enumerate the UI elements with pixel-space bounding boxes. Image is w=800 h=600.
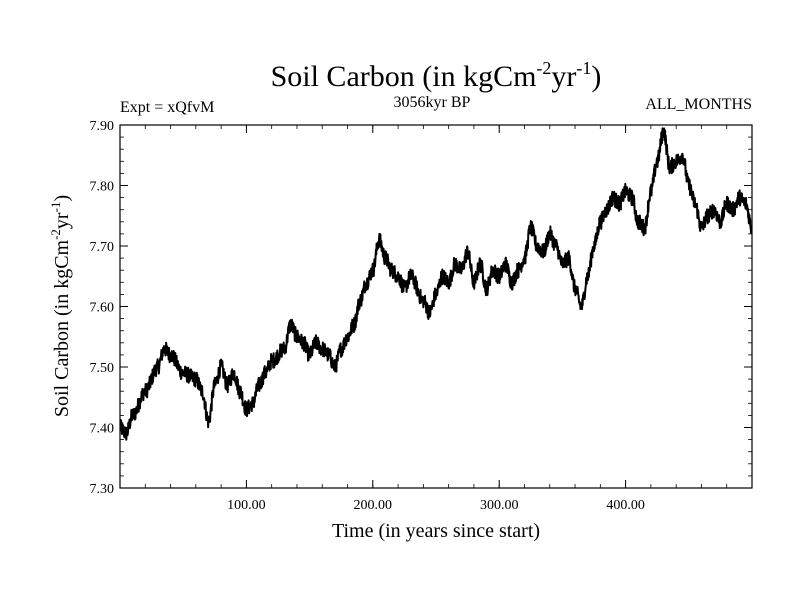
series-line-soil-carbon bbox=[120, 127, 752, 441]
subtitle-period: 3056kyr BP bbox=[394, 94, 471, 111]
x-tick-label: 100.00 bbox=[227, 498, 266, 513]
x-axis-label: Time (in years since start) bbox=[332, 520, 540, 542]
chart-title: Soil Carbon (in kgCm-2yr-1) bbox=[271, 58, 602, 93]
plot-frame bbox=[119, 124, 753, 489]
y-tick-label: 7.50 bbox=[90, 361, 115, 376]
y-tick-label: 7.90 bbox=[90, 119, 115, 134]
x-tick-label: 200.00 bbox=[354, 498, 393, 513]
x-axis-ticks: 100.00 200.00 300.00 400.00 bbox=[119, 125, 753, 513]
subtitle-experiment: Expt = xQfvM bbox=[120, 99, 214, 116]
y-tick-label: 7.30 bbox=[90, 482, 115, 497]
x-tick-label: 300.00 bbox=[480, 498, 519, 513]
x-tick-label: 400.00 bbox=[606, 498, 645, 513]
y-axis-label: Soil Carbon (in kgCm-2yr-1) bbox=[48, 195, 73, 417]
y-axis-ticks: 7.30 7.40 7.50 7.60 7.70 7.80 7.90 bbox=[90, 119, 752, 497]
y-tick-label: 7.60 bbox=[90, 301, 115, 316]
y-tick-label: 7.40 bbox=[90, 422, 115, 437]
subtitle-months: ALL_MONTHS bbox=[645, 96, 752, 113]
y-tick-label: 7.70 bbox=[90, 240, 115, 255]
y-tick-label: 7.80 bbox=[90, 180, 115, 195]
